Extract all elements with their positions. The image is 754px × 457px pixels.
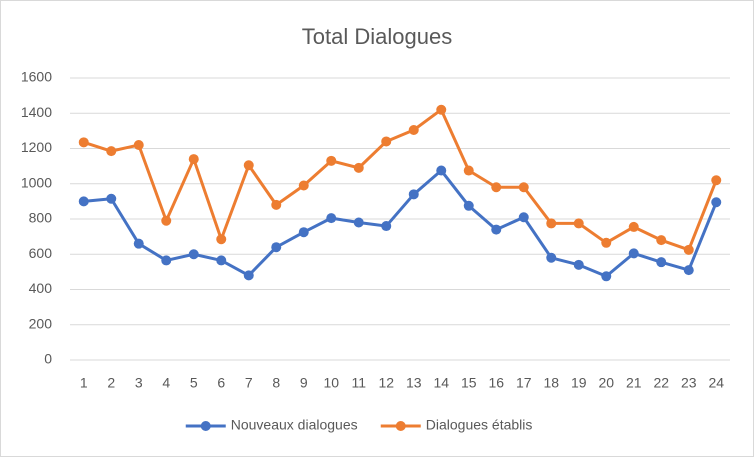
point	[78, 196, 89, 207]
point	[628, 248, 639, 259]
x-tick-label: 17	[516, 375, 532, 391]
point	[271, 242, 282, 253]
x-tick-label: 5	[190, 375, 198, 391]
y-tick-label: 1200	[21, 139, 52, 155]
x-tick-label: 11	[351, 375, 366, 391]
point	[133, 139, 144, 150]
x-tick-label: 6	[217, 375, 225, 391]
x-tick-label: 13	[406, 375, 422, 391]
point	[133, 238, 144, 249]
y-tick-label: 0	[44, 351, 52, 367]
point	[628, 221, 639, 232]
point	[518, 182, 529, 193]
point	[353, 162, 364, 173]
point	[408, 124, 419, 135]
x-tick-label: 23	[681, 375, 697, 391]
x-tick-label: 7	[245, 375, 253, 391]
legend-marker	[200, 421, 211, 431]
point	[546, 218, 557, 229]
y-tick-label: 1600	[21, 69, 52, 85]
point	[353, 217, 364, 228]
point	[601, 237, 612, 248]
y-tick-label: 600	[29, 245, 53, 261]
x-tick-label: 1	[80, 375, 88, 391]
y-tick-label: 400	[29, 280, 53, 296]
point	[381, 221, 392, 232]
point	[381, 136, 392, 147]
point	[326, 213, 337, 224]
x-tick-label: 21	[626, 375, 642, 391]
point	[683, 265, 694, 276]
point	[463, 165, 474, 176]
point	[491, 224, 502, 235]
point	[491, 182, 502, 193]
x-tick-label: 3	[135, 375, 143, 391]
x-tick-label: 20	[598, 375, 614, 391]
x-tick-label: 9	[300, 375, 308, 391]
point	[106, 146, 117, 157]
point	[656, 235, 667, 246]
point	[573, 218, 584, 229]
point	[656, 257, 667, 268]
point	[216, 234, 227, 245]
legend-marker	[395, 421, 406, 431]
point	[161, 255, 172, 266]
point	[161, 215, 172, 226]
point	[216, 255, 227, 266]
point	[463, 200, 474, 211]
point	[408, 189, 419, 200]
point	[546, 252, 557, 263]
chart-title: Total Dialogues	[302, 24, 452, 49]
x-tick-label: 24	[708, 375, 724, 391]
point	[683, 244, 694, 255]
x-tick-label: 18	[543, 375, 559, 391]
x-tick-label: 8	[272, 375, 280, 391]
x-tick-label: 19	[571, 375, 587, 391]
legend-label: Nouveaux dialogues	[231, 417, 358, 433]
x-tick-label: 4	[162, 375, 170, 391]
y-tick-label: 1000	[21, 174, 52, 190]
x-tick-label: 14	[433, 375, 449, 391]
point	[271, 199, 282, 210]
point	[188, 154, 199, 165]
point	[243, 270, 254, 281]
point	[573, 259, 584, 270]
y-tick-label: 800	[29, 210, 53, 226]
y-tick-label: 1400	[21, 104, 52, 120]
x-tick-label: 2	[107, 375, 115, 391]
x-tick-label: 12	[378, 375, 394, 391]
series-line	[83, 108, 718, 252]
point	[436, 104, 447, 115]
x-tick-label: 15	[461, 375, 477, 391]
point	[78, 137, 89, 148]
point	[326, 155, 337, 166]
point	[436, 165, 447, 176]
point	[298, 180, 309, 191]
x-tick-label: 16	[488, 375, 504, 391]
x-tick-label: 22	[653, 375, 669, 391]
point	[106, 193, 117, 204]
point	[188, 249, 199, 260]
legend-label: Dialogues établis	[426, 417, 533, 433]
point	[711, 197, 722, 208]
x-tick-label: 10	[323, 375, 339, 391]
point	[298, 227, 309, 238]
point	[711, 175, 722, 186]
point	[518, 212, 529, 223]
y-tick-label: 200	[29, 315, 53, 331]
point	[601, 271, 612, 282]
point	[243, 160, 254, 171]
